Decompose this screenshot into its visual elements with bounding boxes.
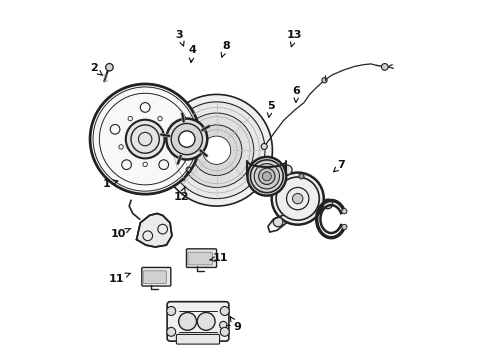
Text: 4: 4 — [188, 45, 196, 63]
Text: 2: 2 — [90, 63, 102, 76]
FancyBboxPatch shape — [176, 334, 219, 344]
Circle shape — [273, 217, 283, 227]
Circle shape — [292, 193, 302, 204]
FancyBboxPatch shape — [186, 249, 216, 267]
Circle shape — [220, 306, 229, 315]
Circle shape — [125, 120, 164, 158]
Circle shape — [191, 125, 242, 176]
FancyBboxPatch shape — [142, 267, 170, 286]
Circle shape — [166, 118, 207, 159]
Circle shape — [202, 136, 230, 165]
Text: 3: 3 — [175, 30, 183, 46]
Circle shape — [220, 327, 229, 336]
Circle shape — [166, 327, 175, 336]
Circle shape — [105, 63, 113, 71]
Circle shape — [341, 224, 346, 230]
Circle shape — [258, 168, 274, 184]
Circle shape — [341, 208, 346, 214]
Circle shape — [262, 172, 271, 181]
Circle shape — [298, 174, 304, 179]
Circle shape — [261, 144, 266, 149]
Circle shape — [321, 78, 326, 83]
Circle shape — [179, 113, 253, 188]
FancyBboxPatch shape — [143, 271, 166, 283]
Text: 10: 10 — [110, 228, 131, 239]
Circle shape — [171, 123, 202, 155]
Circle shape — [282, 165, 291, 175]
Circle shape — [178, 131, 195, 147]
Text: 13: 13 — [286, 30, 302, 47]
FancyBboxPatch shape — [187, 252, 212, 265]
Circle shape — [247, 157, 285, 195]
Circle shape — [197, 312, 215, 330]
FancyBboxPatch shape — [167, 302, 228, 341]
Text: 12: 12 — [173, 186, 188, 202]
Circle shape — [178, 312, 196, 330]
Text: 11: 11 — [209, 253, 227, 263]
Text: 5: 5 — [266, 100, 274, 117]
Circle shape — [168, 102, 264, 199]
Circle shape — [322, 199, 332, 209]
Circle shape — [166, 306, 175, 315]
Polygon shape — [136, 213, 172, 247]
Circle shape — [254, 164, 279, 189]
Circle shape — [271, 172, 323, 225]
Text: 8: 8 — [221, 41, 229, 57]
Circle shape — [161, 94, 272, 206]
Text: 11: 11 — [109, 273, 130, 284]
Text: 1: 1 — [103, 179, 118, 189]
Circle shape — [250, 160, 283, 193]
Circle shape — [90, 84, 200, 194]
Circle shape — [381, 63, 387, 70]
Circle shape — [219, 321, 226, 329]
Text: 6: 6 — [292, 86, 300, 103]
Text: 7: 7 — [333, 160, 345, 172]
Text: 9: 9 — [230, 316, 241, 332]
